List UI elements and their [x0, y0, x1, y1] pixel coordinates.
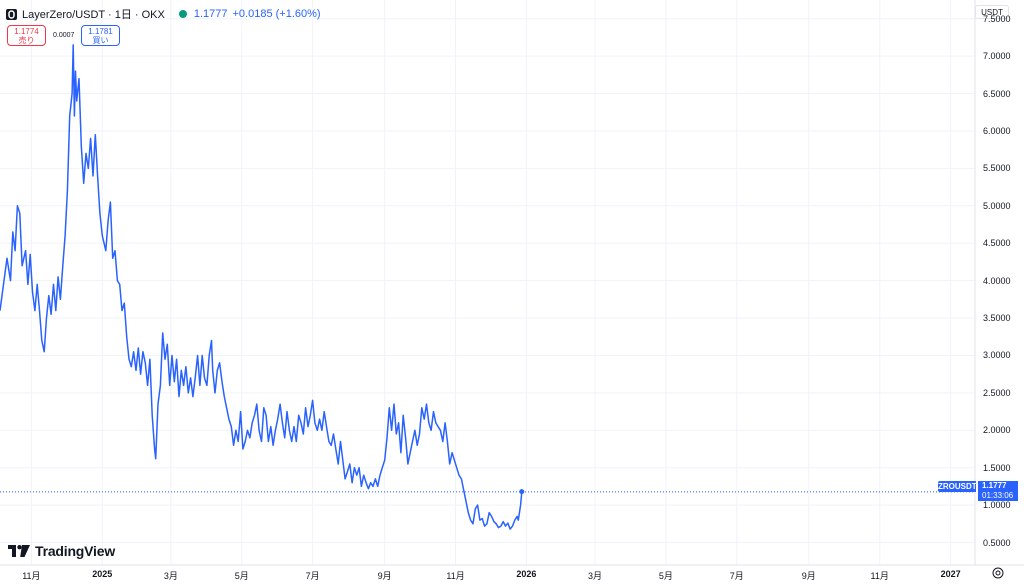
x-tick-label: 2026 [516, 569, 537, 579]
y-tick-label: 6.5000 [983, 88, 1011, 99]
y-tick-label: 6.0000 [983, 125, 1011, 136]
currency-selector[interactable]: USDT [975, 5, 1009, 19]
x-tick-label: 5月 [234, 571, 249, 581]
header-last-price: 1.1777 [193, 8, 228, 20]
x-tick-label: 7月 [729, 571, 744, 581]
okx-logo-icon [6, 8, 17, 20]
chart-header: LayerZero/USDT · 1日 · OKX 1.1777 +0.0185… [6, 7, 321, 21]
x-tick-label: 7月 [305, 571, 320, 581]
y-tick-label: 0.5000 [983, 537, 1011, 548]
y-tick-label: 2.5000 [983, 387, 1011, 398]
y-tick-label: 4.0000 [983, 275, 1011, 286]
sell-button[interactable]: 1.1774 売り [7, 25, 46, 46]
y-tick-label: 1.5000 [983, 462, 1011, 473]
x-tick-label: 3月 [587, 571, 602, 581]
y-tick-label: 5.0000 [983, 200, 1011, 211]
tradingview-wordmark: TradingView [35, 543, 116, 559]
x-tick-label: 3月 [163, 571, 178, 581]
y-tick-label: 3.0000 [983, 350, 1011, 361]
sell-price: 1.1774 [14, 27, 39, 36]
y-tick-label: 2.0000 [983, 425, 1011, 436]
y-tick-label: 7.5000 [983, 13, 1011, 24]
buy-button[interactable]: 1.1781 買い [81, 25, 120, 46]
spread-value: 0.0007 [53, 32, 75, 39]
tradingview-logo-icon [8, 545, 30, 557]
y-tick-label: 5.5000 [983, 163, 1011, 174]
y-tick-label: 3.5000 [983, 313, 1011, 324]
symbol-title[interactable]: LayerZero/USDT · 1日 · OKX [22, 9, 165, 21]
tradingview-logo[interactable]: TradingView [8, 543, 115, 559]
y-tick-label: 7.0000 [983, 51, 1011, 62]
buy-label: 買い [92, 36, 109, 45]
bar-countdown: 01:33:06 [982, 491, 1014, 500]
y-tick-label: 4.5000 [983, 238, 1011, 249]
x-tick-label: 2025 [92, 569, 113, 579]
x-tick-label: 9月 [377, 571, 392, 581]
grid-lines [0, 0, 975, 565]
buy-price: 1.1781 [88, 27, 113, 36]
price-series-line [0, 44, 523, 530]
x-tick-label: 2027 [940, 569, 961, 579]
symbol-price-tag: ZROUSDT [938, 481, 977, 492]
x-tick-label: 11月 [22, 571, 41, 581]
x-tick-label: 9月 [801, 571, 816, 581]
last-price-marker [519, 489, 525, 495]
current-price-tag: 1.1777 01:33:06 [978, 481, 1018, 501]
y-tick-label: 1.0000 [983, 500, 1011, 511]
x-tick-label: 5月 [658, 571, 673, 581]
current-price-value: 1.1777 [982, 481, 1007, 490]
header-change: +0.0185 (+1.60%) [232, 8, 321, 20]
sell-label: 売り [18, 36, 35, 45]
x-tick-label: 11月 [870, 571, 889, 581]
market-status-icon [178, 10, 187, 18]
settings-gear-icon[interactable] [991, 566, 1005, 580]
x-tick-label: 11月 [446, 571, 465, 581]
